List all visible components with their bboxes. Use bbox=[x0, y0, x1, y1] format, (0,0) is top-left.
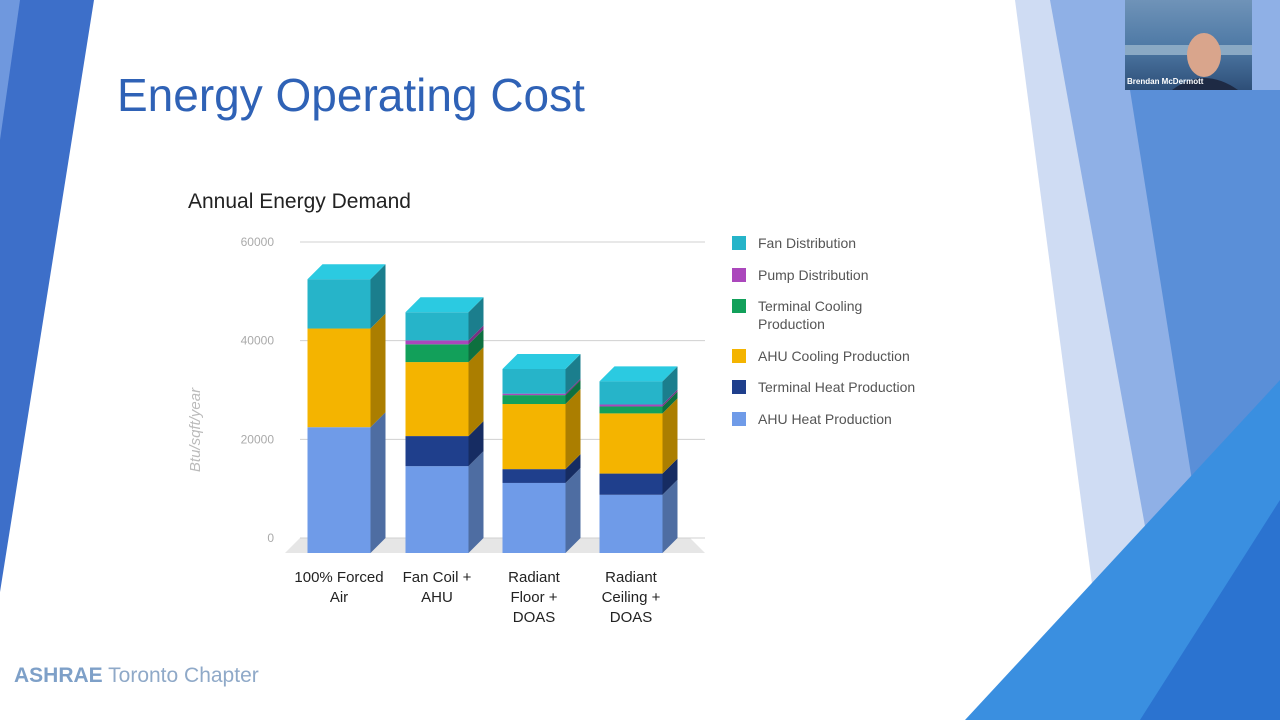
bar-side bbox=[468, 451, 484, 553]
bar-side bbox=[468, 421, 484, 467]
x-tick-label: Radiant Floor + DOAS bbox=[508, 569, 560, 626]
video-body bbox=[1172, 78, 1238, 90]
legend-label: AHU Cooling Production bbox=[758, 347, 910, 364]
legend-swatch bbox=[732, 348, 746, 363]
bar-side bbox=[468, 347, 484, 437]
y-axis-label: Btu/sqft/year bbox=[187, 387, 204, 472]
bar-side bbox=[662, 398, 678, 474]
bar-top bbox=[502, 353, 581, 369]
bar-side bbox=[565, 353, 581, 394]
bar-side bbox=[565, 454, 581, 483]
bar-segment bbox=[307, 279, 371, 329]
bar-segment bbox=[502, 482, 566, 553]
bar-segment bbox=[405, 362, 469, 437]
bar-segment bbox=[307, 328, 371, 428]
legend: Fan Distribution Pump Distribution Termina… bbox=[732, 234, 942, 441]
legend-label: Pump Distribution bbox=[758, 266, 869, 283]
bar-segment bbox=[599, 381, 663, 405]
video-face bbox=[1187, 33, 1221, 77]
logo-org: ASHRAE bbox=[14, 664, 103, 687]
bar-side bbox=[468, 297, 484, 341]
legend-item: AHU Heat Production bbox=[732, 410, 942, 428]
bar-segment bbox=[502, 368, 566, 394]
bar-segment bbox=[502, 404, 566, 470]
bar-side bbox=[662, 389, 678, 407]
legend-item: Fan Distribution bbox=[732, 234, 942, 252]
legend-swatch bbox=[732, 267, 746, 282]
bar-segment bbox=[599, 473, 663, 495]
bar-top bbox=[307, 264, 386, 280]
legend-swatch bbox=[732, 380, 746, 394]
bar-side bbox=[662, 458, 678, 495]
legend-item: Terminal Cooling Production bbox=[732, 297, 942, 333]
bar-segment bbox=[502, 395, 566, 405]
left-decoration bbox=[0, 0, 20, 140]
y-tick-label: 60000 bbox=[241, 235, 275, 249]
bar-segment bbox=[307, 427, 371, 553]
bar-side bbox=[370, 264, 386, 329]
bar-side bbox=[662, 366, 678, 405]
bar-top bbox=[405, 297, 484, 313]
legend-swatch bbox=[732, 299, 746, 313]
chart-title: Annual Energy Demand bbox=[188, 190, 411, 213]
bar-segment bbox=[405, 344, 469, 363]
bar-side bbox=[565, 389, 581, 470]
bar-segment bbox=[599, 404, 663, 407]
legend-swatch bbox=[732, 236, 746, 250]
bar-side bbox=[565, 380, 581, 405]
bar-segment bbox=[599, 494, 663, 553]
bar-side bbox=[468, 325, 484, 345]
bar-side bbox=[565, 378, 581, 396]
x-tick-label: Radiant Ceiling + DOAS bbox=[601, 569, 661, 626]
bar-side bbox=[468, 329, 484, 363]
y-tick-label: 0 bbox=[267, 531, 274, 545]
legend-label: Fan Distribution bbox=[758, 235, 857, 251]
bar-segment bbox=[502, 393, 566, 396]
right-decoration bbox=[1140, 500, 1280, 720]
slide-title: Energy Operating Cost bbox=[117, 69, 585, 121]
bar-side bbox=[565, 467, 581, 553]
left-decoration bbox=[0, 0, 94, 592]
x-tick-label: Fan Coil + AHU bbox=[402, 569, 472, 606]
participant-name: Brendan McDermott bbox=[1127, 77, 1204, 86]
legend-item: AHU Cooling Production bbox=[732, 347, 942, 365]
y-tick-label: 40000 bbox=[241, 334, 275, 348]
logo: ASHRAE Toronto Chapter bbox=[14, 664, 259, 688]
legend-label: AHU Heat Production bbox=[758, 410, 892, 427]
bar-segment bbox=[405, 312, 469, 341]
bar-segment bbox=[599, 406, 663, 414]
legend-label: Terminal Cooling Production bbox=[758, 298, 863, 332]
bar-side bbox=[370, 412, 386, 553]
logo-chapter: Toronto Chapter bbox=[108, 664, 259, 687]
bar-top bbox=[599, 366, 678, 382]
legend-item: Terminal Heat Production bbox=[732, 378, 942, 396]
bar-side bbox=[662, 391, 678, 414]
bar-segment bbox=[405, 436, 469, 467]
legend-swatch bbox=[732, 411, 746, 426]
bar-segment bbox=[405, 340, 469, 345]
legend-label: Terminal Heat Production bbox=[758, 379, 916, 395]
bar-segment bbox=[405, 466, 469, 553]
bar-side bbox=[370, 313, 386, 428]
x-tick-label: 100% Forced Air bbox=[294, 569, 384, 606]
bar-segment bbox=[502, 469, 566, 483]
bar-side bbox=[662, 479, 678, 553]
legend-item: Pump Distribution bbox=[732, 266, 942, 284]
bar-segment bbox=[599, 413, 663, 474]
y-tick-label: 20000 bbox=[241, 432, 275, 446]
